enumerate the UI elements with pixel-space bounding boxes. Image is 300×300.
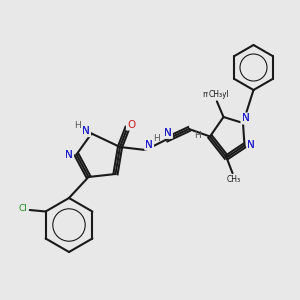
Text: H: H xyxy=(75,122,81,130)
Text: O: O xyxy=(127,119,135,130)
Text: N: N xyxy=(247,140,255,151)
Text: methyl: methyl xyxy=(202,90,229,99)
Text: Cl: Cl xyxy=(19,204,28,213)
Text: N: N xyxy=(145,140,153,150)
Text: H: H xyxy=(194,130,201,140)
Text: N: N xyxy=(242,113,249,124)
Text: CH₃: CH₃ xyxy=(227,175,241,184)
Text: N: N xyxy=(145,140,153,150)
Text: H: H xyxy=(154,134,160,143)
Text: CH₃: CH₃ xyxy=(208,90,223,99)
Text: N: N xyxy=(82,126,90,136)
Text: N: N xyxy=(65,150,73,160)
Text: N: N xyxy=(82,126,90,136)
Text: N: N xyxy=(65,150,73,160)
Text: N: N xyxy=(164,128,172,138)
Text: N: N xyxy=(247,140,255,151)
Text: N: N xyxy=(164,128,172,138)
Text: N: N xyxy=(242,113,249,124)
